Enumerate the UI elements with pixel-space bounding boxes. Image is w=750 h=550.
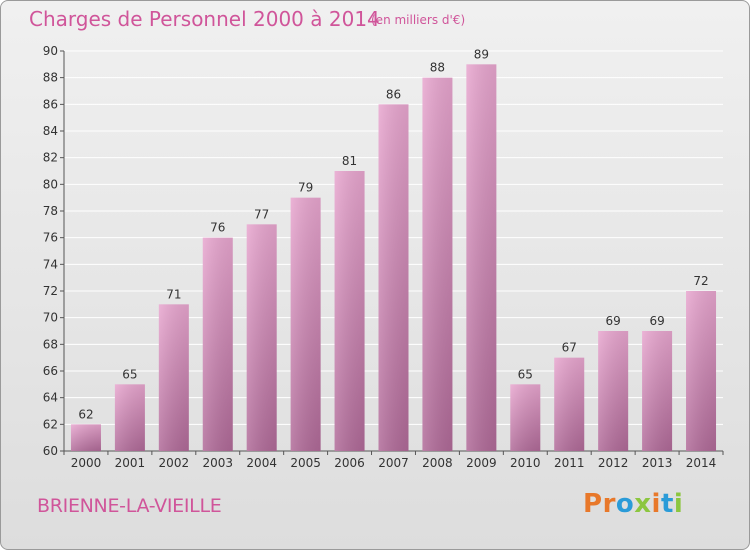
x-tick-label: 2006 [334,456,365,470]
x-tick-label: 2010 [510,456,541,470]
data-label: 62 [78,407,93,421]
x-tick-label: 2002 [159,456,190,470]
x-tick-label: 2007 [378,456,409,470]
x-tick-label: 2012 [598,456,629,470]
bar-shade [158,304,189,451]
data-label: 69 [606,314,621,328]
y-tick-label: 82 [43,151,58,165]
logo-letter: P [583,489,603,519]
y-tick-label: 74 [43,257,58,271]
data-label: 65 [122,367,137,381]
x-tick-label: 2000 [71,456,102,470]
data-label: 89 [474,47,489,61]
bar-shade [114,384,145,451]
x-tick-label: 2008 [422,456,453,470]
chart-subtitle: (en milliers d'€) [371,13,466,27]
y-tick-label: 68 [43,337,58,351]
y-tick-label: 84 [43,124,58,138]
data-label: 71 [166,287,181,301]
y-tick-label: 88 [43,71,58,85]
bar-shade [378,104,409,451]
x-tick-label: 2011 [554,456,585,470]
bar-shade [290,197,321,451]
data-label: 77 [254,207,269,221]
x-tick-label: 2005 [290,456,321,470]
bar-shade [510,384,541,451]
y-tick-label: 60 [43,444,58,458]
x-tick-label: 2001 [115,456,146,470]
data-label: 81 [342,154,357,168]
y-tick-label: 64 [43,391,58,405]
town-name: BRIENNE-LA-VIEILLE [37,495,222,517]
bar-shade [70,424,101,451]
x-tick-label: 2009 [466,456,497,470]
x-tick-label: 2003 [202,456,233,470]
logo-letter: x [634,489,652,519]
bar-shade [334,171,365,451]
x-tick-label: 2004 [246,456,277,470]
y-tick-label: 72 [43,284,58,298]
bar-shade [686,291,717,451]
y-tick-label: 86 [43,97,58,111]
proxiti-logo: Proxiti [583,489,683,519]
y-tick-label: 76 [43,231,58,245]
data-label: 65 [518,367,533,381]
data-label: 72 [693,274,708,288]
chart-title: Charges de Personnel 2000 à 2014 [29,7,380,31]
logo-letter: i [673,489,684,519]
bar-shade [598,331,629,451]
bar-shade [466,64,497,452]
data-label: 88 [430,61,445,75]
y-tick-label: 66 [43,364,58,378]
bar-shade [554,357,585,451]
logo-letter: o [615,489,635,519]
bar-shade [202,237,233,451]
y-tick-label: 78 [43,204,58,218]
x-tick-label: 2014 [686,456,717,470]
y-tick-label: 80 [43,177,58,191]
bar-shade [422,77,453,452]
data-label: 86 [386,87,401,101]
data-label: 79 [298,181,313,195]
bar-shade [246,224,277,451]
data-label: 69 [649,314,664,328]
data-label: 67 [562,341,577,355]
logo-letter: t [660,489,674,519]
y-tick-label: 62 [43,417,58,431]
y-tick-label: 70 [43,311,58,325]
logo-letter: i [651,489,661,519]
logo-letter: r [602,489,616,519]
y-tick-label: 90 [43,44,58,58]
data-label: 76 [210,221,225,235]
bar-shade [642,331,673,451]
x-tick-label: 2013 [642,456,673,470]
